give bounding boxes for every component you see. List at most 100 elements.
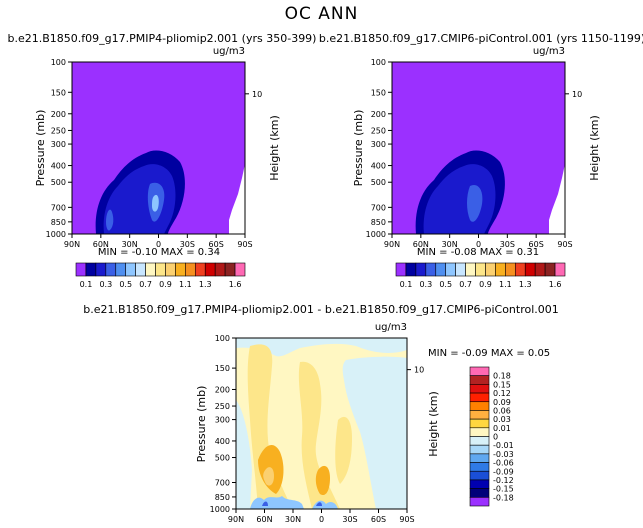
- x-tick-label: 60S: [371, 515, 386, 524]
- colorbar-swatch: [495, 262, 506, 277]
- colorbar-swatch: [125, 262, 136, 277]
- x-tick-label: 60N: [256, 515, 272, 524]
- colorbar-label: -0.03: [493, 450, 514, 459]
- contour-orange-right: [315, 465, 330, 496]
- colorbar-swatch: [469, 453, 490, 463]
- plot-area: [72, 62, 245, 234]
- y-tick-label: 200: [215, 385, 230, 394]
- y2-tick-label: 10: [252, 90, 262, 99]
- colorbar-label: 0.18: [493, 372, 511, 381]
- colorbar-swatch: [175, 262, 186, 277]
- colorbar-swatch: [455, 262, 466, 277]
- colorbar-label: -0.12: [493, 476, 514, 485]
- y-tick-label: 400: [371, 162, 386, 171]
- colorbar-label: 1.6: [549, 280, 562, 289]
- y2-axis: 10: [245, 90, 262, 99]
- x-tick-label: 30S: [342, 515, 357, 524]
- y-tick-label: 100: [371, 58, 386, 67]
- contour-blue-center: [467, 184, 483, 222]
- y-tick-label: 150: [215, 364, 230, 373]
- colorbar-swatch: [185, 262, 196, 277]
- y-tick-label: 500: [371, 178, 386, 187]
- y-tick-label: 1000: [366, 230, 386, 239]
- y-axis-label: Pressure (mb): [195, 386, 208, 463]
- colorbar-swatch: [544, 262, 556, 277]
- x-tick-label: 60N: [413, 240, 429, 249]
- x-tick-label: 90N: [384, 240, 400, 249]
- contour-blue-spot-2: [316, 502, 322, 506]
- x-tick-label: 0: [156, 240, 161, 249]
- colorbar-label: 1.3: [199, 280, 212, 289]
- colorbar-swatch: [435, 262, 447, 277]
- contour-yellow-mid: [298, 361, 340, 509]
- colorbar-swatch: [475, 262, 486, 277]
- x-tick-label: 30S: [180, 240, 195, 249]
- colorbar-swatch: [115, 262, 127, 277]
- panel-difference: b.e21.B1850.f09_g17.PMIP4-pliomip2.001 -…: [83, 303, 559, 524]
- colorbar-swatch: [469, 488, 490, 498]
- colorbar-swatch: [469, 375, 490, 385]
- y-tick-label: 400: [215, 437, 230, 446]
- colorbar-label: 0.01: [493, 424, 511, 433]
- colorbar-swatch: [415, 262, 427, 277]
- x-tick-label: 30S: [500, 240, 515, 249]
- colorbar-swatch: [469, 366, 490, 376]
- colorbar-swatch: [469, 384, 490, 394]
- x-tick-label: 60S: [529, 240, 544, 249]
- colorbar-swatch: [469, 401, 490, 411]
- plot-area: [236, 338, 407, 509]
- missing-terrain: [549, 164, 565, 234]
- stats-label: MIN = -0.08 MAX = 0.31: [417, 247, 539, 258]
- colorbar-swatch: [534, 262, 546, 277]
- y-tick-label: 400: [51, 162, 66, 171]
- colorbar-label: 1.6: [229, 280, 242, 289]
- colorbar-swatch: [405, 262, 417, 277]
- x-tick-label: 90N: [228, 515, 244, 524]
- missing-terrain: [229, 164, 245, 234]
- y2-axis-label: Height (km): [588, 115, 601, 181]
- colorbar-label: 0.3: [419, 280, 432, 289]
- colorbar-label: 0.5: [439, 280, 452, 289]
- x-axis: 90N 60N 30N 0 30S 60S 90S: [384, 234, 573, 249]
- units-label: ug/m3: [213, 46, 245, 57]
- colorbar-swatch: [524, 262, 536, 277]
- y-axis: 100 150 200 250 300 400 500 700 850 1000: [46, 58, 72, 239]
- colorbar-swatch: [554, 262, 566, 277]
- y-axis: 100 150 200 250 300 400 500 700 850 1000: [366, 58, 392, 239]
- colorbar-swatch: [105, 262, 117, 277]
- colorbar-label: 1.3: [519, 280, 532, 289]
- colorbar: 0.1 0.3 0.5 0.7 0.9 1.1 1.3 1.6: [395, 262, 566, 289]
- colorbar: 0.180.150.120.090.060.030.010-0.01-0.03-…: [469, 366, 514, 507]
- colorbar-swatch: [204, 262, 216, 277]
- colorbar-swatch: [165, 262, 176, 277]
- contour-pale-cyan-right: [342, 356, 407, 509]
- x-axis: 90N 60N 30N 0 30S 60S 90S: [64, 234, 253, 249]
- colorbar-swatch: [469, 418, 490, 429]
- units-label: ug/m3: [375, 322, 407, 333]
- colorbar-swatch: [135, 262, 146, 277]
- stats-label: MIN = -0.10 MAX = 0.34: [98, 247, 220, 258]
- colorbar-label: 0.7: [139, 280, 152, 289]
- panel-title: b.e21.B1850.f09_g17.PMIP4-pliomip2.001 -…: [83, 303, 559, 316]
- contour-pale-cyan-top: [236, 338, 407, 357]
- colorbar-label: -0.15: [493, 485, 514, 494]
- colorbar-swatch: [85, 262, 97, 277]
- panel-title: b.e21.B1850.f09_g17.PMIP4-pliomip2.001 (…: [8, 32, 317, 45]
- x-tick-label: 0: [476, 240, 481, 249]
- x-tick-label: 90S: [557, 240, 572, 249]
- contour-yellow-right: [335, 416, 352, 484]
- colorbar-label: 0.12: [493, 389, 511, 398]
- colorbar-swatch: [145, 262, 156, 277]
- colorbar-label: -0.06: [493, 459, 514, 468]
- y-tick-label: 300: [51, 140, 66, 149]
- colorbar-label: 0.3: [99, 280, 112, 289]
- y-tick-label: 700: [215, 479, 230, 488]
- colorbar-swatch: [224, 262, 236, 277]
- x-tick-label: 60N: [93, 240, 109, 249]
- y2-axis-label: Height (km): [427, 391, 440, 457]
- colorbar-swatch: [234, 262, 246, 277]
- colorbar-label: 0.9: [159, 280, 172, 289]
- colorbar-swatch: [214, 262, 226, 277]
- colorbar-label: 0.15: [493, 380, 511, 389]
- x-tick-label: 90S: [399, 515, 414, 524]
